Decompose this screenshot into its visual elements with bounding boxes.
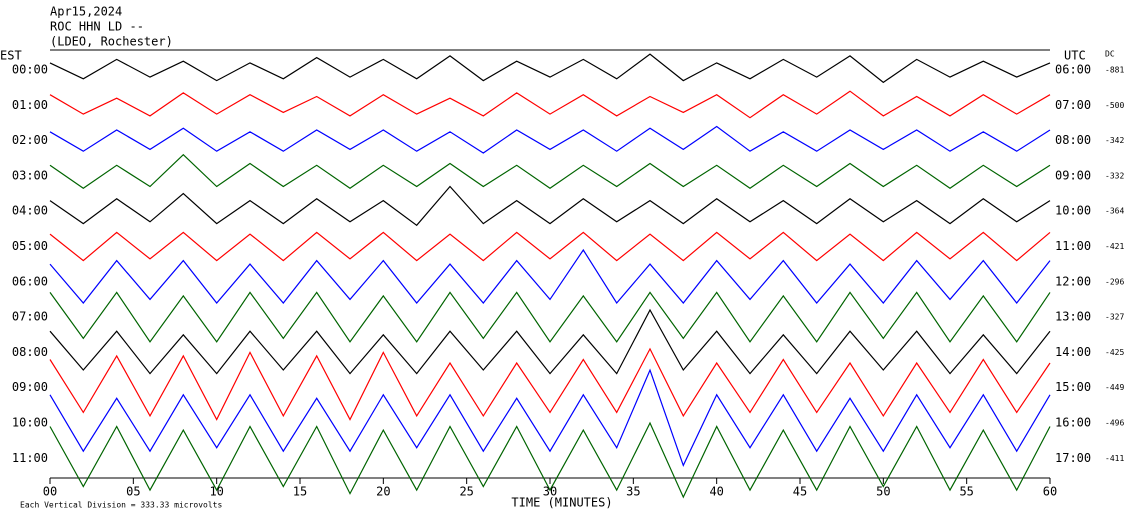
trace	[49, 153, 1051, 190]
title-line: ROC HHN LD --	[50, 20, 144, 34]
trace	[49, 248, 1051, 305]
title-line: (LDEO, Rochester)	[50, 35, 173, 49]
utc-label: 06:00	[1055, 63, 1091, 77]
x-tick-label: 30	[543, 485, 557, 499]
utc-label: 09:00	[1055, 168, 1091, 182]
trace	[49, 125, 1051, 154]
est-label: 00:00	[12, 63, 48, 77]
x-tick-label: 15	[293, 485, 307, 499]
dc-value: -500	[1105, 101, 1124, 110]
utc-label: 11:00	[1055, 239, 1091, 253]
footnote: Each Vertical Division = 333.33 microvol…	[20, 501, 222, 510]
right-label: UTC	[1064, 49, 1086, 63]
title-line: Apr15,2024	[50, 5, 122, 19]
x-axis-label: TIME (MINUTES)	[511, 496, 612, 510]
dc-value: -296	[1105, 277, 1124, 286]
left-label: EST	[0, 49, 22, 63]
dc-value: -332	[1105, 171, 1124, 180]
trace	[49, 53, 1051, 84]
est-label: 07:00	[12, 310, 48, 324]
dc-value: -881	[1105, 66, 1124, 75]
dc-value: -411	[1105, 454, 1124, 463]
est-label: 08:00	[12, 345, 48, 359]
est-label: 04:00	[12, 204, 48, 218]
utc-label: 14:00	[1055, 345, 1091, 359]
dc-value: -425	[1105, 348, 1124, 357]
x-tick-label: 10	[209, 485, 223, 499]
trace	[49, 90, 1051, 119]
x-tick-label: 60	[1043, 485, 1057, 499]
trace	[49, 185, 1051, 227]
utc-label: 07:00	[1055, 98, 1091, 112]
trace	[49, 368, 1051, 467]
x-tick-label: 35	[626, 485, 640, 499]
dc-value: -449	[1105, 383, 1124, 392]
est-label: 03:00	[12, 168, 48, 182]
utc-label: 10:00	[1055, 204, 1091, 218]
trace	[49, 308, 1051, 375]
est-label: 10:00	[12, 416, 48, 430]
utc-label: 12:00	[1055, 274, 1091, 288]
traces	[49, 53, 1051, 499]
x-tick-label: 55	[959, 485, 973, 499]
utc-label: 15:00	[1055, 380, 1091, 394]
dc-label: DC	[1105, 50, 1115, 59]
x-tick-label: 50	[876, 485, 890, 499]
trace	[49, 347, 1051, 421]
utc-label: 13:00	[1055, 310, 1091, 324]
utc-label: 16:00	[1055, 416, 1091, 430]
est-label: 05:00	[12, 239, 48, 253]
x-tick-label: 05	[126, 485, 140, 499]
utc-label: 08:00	[1055, 133, 1091, 147]
x-tick-label: 25	[459, 485, 473, 499]
dc-value: -496	[1105, 419, 1124, 428]
trace	[49, 291, 1051, 343]
est-label: 01:00	[12, 98, 48, 112]
dc-value: -364	[1105, 207, 1124, 216]
trace	[49, 421, 1051, 499]
x-tick-label: 45	[793, 485, 807, 499]
dc-value: -421	[1105, 242, 1124, 251]
dc-value: -327	[1105, 313, 1124, 322]
x-tick-label: 40	[709, 485, 723, 499]
est-label: 09:00	[12, 380, 48, 394]
est-label: 11:00	[12, 451, 48, 465]
trace	[49, 231, 1051, 262]
dc-value: -342	[1105, 136, 1124, 145]
x-tick-label: 00	[43, 485, 57, 499]
utc-label: 17:00	[1055, 451, 1091, 465]
est-label: 02:00	[12, 133, 48, 147]
x-tick-label: 20	[376, 485, 390, 499]
est-label: 06:00	[12, 274, 48, 288]
